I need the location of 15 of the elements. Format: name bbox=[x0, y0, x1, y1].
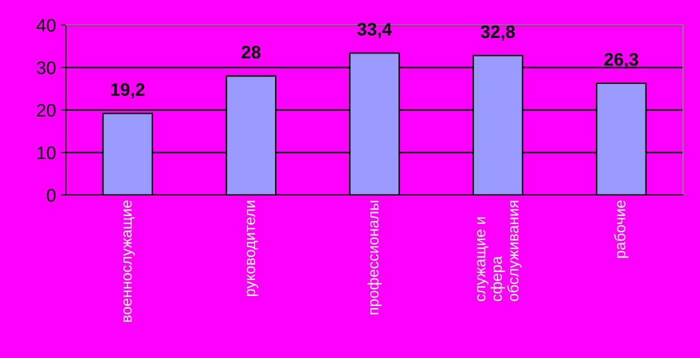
y-tick-label: 10 bbox=[38, 146, 56, 160]
x-tick-label: профессионалы bbox=[367, 200, 382, 314]
data-label: 19,2 bbox=[111, 83, 145, 99]
x-tick-label: руководители bbox=[246, 200, 258, 296]
y-tick-label: 30 bbox=[36, 61, 56, 74]
y-tick-label: 40 bbox=[36, 18, 56, 32]
x-tick-label: рабочие bbox=[614, 200, 628, 258]
data-label: 32,8 bbox=[480, 25, 515, 41]
data-label: 28 bbox=[242, 46, 261, 59]
x-tick-label: служащие и сфера обслуживания bbox=[477, 200, 522, 302]
y-tick-label: 0 bbox=[46, 188, 56, 202]
data-label: 26,3 bbox=[604, 52, 638, 68]
x-tick-label: военнослужащие bbox=[123, 200, 135, 322]
data-label: 33,4 bbox=[357, 22, 392, 38]
y-tick-label: 20 bbox=[37, 104, 56, 117]
